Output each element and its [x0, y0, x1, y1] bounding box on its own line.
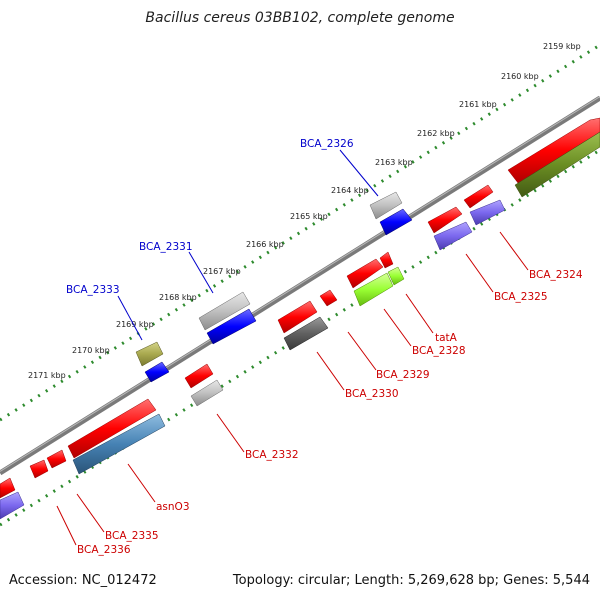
accession-text: Accession: NC_012472 — [9, 573, 157, 588]
leader-bca-2325 — [465, 253, 494, 293]
gene-bca-2333-olive[interactable] — [135, 341, 164, 367]
genome-summary-text: Topology: circular; Length: 5,269,628 bp… — [232, 573, 590, 588]
map-title: Bacillus cereus 03BB102, complete genome — [145, 10, 455, 26]
gene-features — [0, 117, 600, 520]
gene-bca-2331-grey[interactable] — [198, 291, 251, 331]
kbp-tick-label: 2167 kbp — [203, 267, 241, 276]
gene-bca-2330-darkgrey[interactable] — [283, 316, 329, 351]
kbp-tick-label: 2162 kbp — [417, 129, 455, 138]
gene-label[interactable]: BCA_2333 — [66, 284, 120, 296]
gene-bca-2332-grey[interactable] — [190, 379, 224, 407]
gene-asno3-red[interactable] — [67, 398, 157, 459]
leader-bca-2330 — [316, 351, 345, 391]
kbp-tick-label: 2159 kbp — [543, 42, 581, 51]
kbp-tick-label: 2171 kbp — [28, 371, 66, 380]
leader-bca-2331 — [188, 251, 214, 294]
gene-label[interactable]: BCA_2328 — [412, 345, 466, 357]
gene-bca-2325-slate[interactable] — [469, 199, 506, 226]
leader-lines — [56, 149, 529, 546]
kbp-tick-label: 2165 kbp — [290, 212, 328, 221]
kbp-tick-label: 2166 kbp — [246, 240, 284, 249]
gene-label[interactable]: tatA — [435, 332, 458, 344]
kbp-tick-label: 2163 kbp — [375, 158, 413, 167]
gene-labels: BCA_2326 BCA_2331 BCA_2333 BCA_2324 BCA_… — [66, 138, 583, 556]
kbp-tick-label: 2168 kbp — [159, 293, 197, 302]
gene-bca-2326-blue[interactable] — [379, 208, 413, 236]
leader-bca-2328 — [383, 308, 412, 347]
outer-tick-track — [0, 43, 600, 422]
gene-bca-2333-blue[interactable] — [144, 361, 170, 383]
gene-bca-2331-blue[interactable] — [206, 308, 257, 345]
gene-tata-red[interactable] — [379, 251, 394, 269]
gene-bca-2325-red[interactable] — [463, 184, 494, 209]
kbp-tick-label: 2170 kbp — [72, 346, 110, 355]
gene-bca-2330-red-b[interactable] — [319, 289, 338, 307]
gene-bca-2332-red[interactable] — [184, 363, 214, 389]
gene-label[interactable]: BCA_2335 — [105, 530, 159, 542]
leader-bca-2324 — [499, 231, 529, 271]
gene-left-slate[interactable] — [0, 491, 25, 520]
kbp-tick-labels: 2159 kbp 2160 kbp 2161 kbp 2162 kbp 2163… — [28, 42, 581, 380]
leader-bca-2332 — [216, 413, 245, 453]
gene-label[interactable]: BCA_2324 — [529, 269, 583, 281]
gene-bca-2327-slate[interactable] — [433, 221, 473, 251]
kbp-tick-label: 2160 kbp — [501, 72, 539, 81]
gene-tata-lime[interactable] — [387, 266, 405, 286]
gene-label[interactable]: BCA_2336 — [77, 544, 131, 556]
gene-label[interactable]: BCA_2326 — [300, 138, 354, 150]
gene-bca-2329-red[interactable] — [346, 258, 384, 289]
gene-label[interactable]: asnO3 — [156, 501, 190, 513]
gene-bca-2324-olive[interactable] — [514, 131, 600, 198]
genome-backbone — [0, 95, 600, 476]
leader-tata — [405, 293, 434, 334]
gene-bca-2335-red[interactable] — [46, 449, 67, 469]
leader-asno3 — [127, 463, 156, 503]
leader-bca-2336 — [56, 505, 77, 546]
leader-bca-2326 — [339, 149, 379, 197]
gene-label[interactable]: BCA_2329 — [376, 369, 430, 381]
gene-bca-2328-lime[interactable] — [353, 272, 394, 307]
gene-bca-2327-red[interactable] — [427, 206, 463, 234]
kbp-tick-label: 2161 kbp — [459, 100, 497, 109]
gene-bca-2324-red[interactable] — [507, 117, 600, 184]
gene-label[interactable]: BCA_2325 — [494, 291, 548, 303]
leader-bca-2335 — [76, 493, 105, 533]
kbp-tick-label: 2169 kbp — [116, 320, 154, 329]
leader-bca-2329 — [347, 331, 377, 371]
gene-left-red[interactable] — [0, 477, 16, 499]
gene-label[interactable]: BCA_2330 — [345, 388, 399, 400]
gene-bca-2330-red-a[interactable] — [277, 300, 318, 334]
genome-backbone-highlight — [0, 96, 600, 472]
gene-asno3-steel[interactable] — [72, 413, 166, 475]
gene-bca-2326-grey[interactable] — [369, 191, 403, 220]
gene-label[interactable]: BCA_2331 — [139, 241, 193, 253]
gene-label[interactable]: BCA_2332 — [245, 449, 299, 461]
leader-bca-2333 — [117, 295, 143, 341]
gene-bca-2336-red[interactable] — [29, 459, 49, 479]
kbp-tick-label: 2164 kbp — [331, 186, 369, 195]
